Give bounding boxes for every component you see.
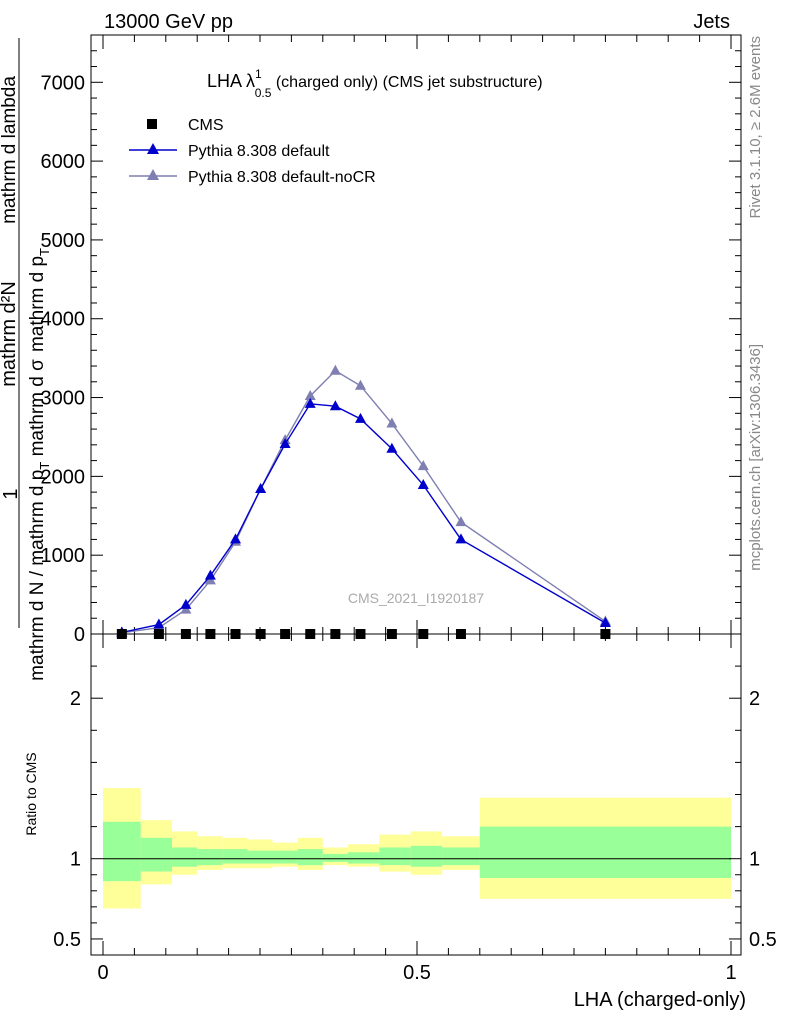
x-ticks: 0 0.5 1 bbox=[97, 35, 737, 984]
ratio-band-inner bbox=[442, 847, 480, 866]
data-point bbox=[417, 479, 429, 490]
ylabel-num3: mathrm d lambda bbox=[0, 76, 20, 224]
ylabel-den1: mathrm d N / mathrm d p bbox=[27, 470, 48, 681]
y-tick-label: 0 bbox=[74, 624, 85, 646]
data-point bbox=[329, 400, 341, 411]
ratio-band-inner bbox=[222, 849, 248, 864]
rivet-label: Rivet 3.1.10, ≥ 2.6M events bbox=[747, 36, 764, 219]
data-point bbox=[455, 533, 467, 544]
data-point bbox=[204, 569, 216, 580]
data-point bbox=[304, 397, 316, 408]
header-right: Jets bbox=[693, 11, 730, 33]
legend-marker-cms bbox=[147, 119, 157, 129]
series-line bbox=[121, 369, 606, 634]
data-point bbox=[304, 389, 316, 400]
ratio-y-tick-label: 1 bbox=[70, 849, 81, 871]
ylabel-den1-sub: T bbox=[37, 462, 52, 470]
main-y-ticks: 0 1000 2000 3000 4000 5000 6000 7000 bbox=[41, 50, 741, 646]
y-tick-label: 4000 bbox=[41, 309, 86, 331]
ylabel-left: 1 bbox=[0, 488, 22, 499]
ratio-y-tick-label: 0.5 bbox=[53, 929, 81, 951]
y-tick-label: 7000 bbox=[41, 72, 86, 94]
data-point bbox=[255, 482, 267, 493]
ylabel-numerator-c: mathrm d pT bbox=[27, 248, 52, 352]
title-sup: 1 bbox=[255, 67, 262, 81]
title-rest: (charged only) (CMS jet substructure) bbox=[271, 74, 542, 91]
mcplots-label: mcplots.cern.ch [arXiv:1306.3436] bbox=[747, 344, 764, 571]
ratio-band-inner bbox=[272, 850, 298, 864]
x-tick-label: 0 bbox=[97, 962, 108, 984]
data-point bbox=[599, 616, 611, 627]
y-tick-label: 5000 bbox=[41, 230, 86, 252]
legend-marker-nocr bbox=[147, 169, 159, 180]
ylabel-denominator: mathrm d N / mathrm d pT mathrm d σ bbox=[27, 359, 52, 681]
series-line bbox=[121, 403, 606, 634]
ylabel-numerator-b: mathrm d lambda bbox=[0, 76, 20, 224]
ratio-band-inner bbox=[479, 826, 731, 878]
plot-title: LHA λ1 0.5 (charged only) (CMS jet substr… bbox=[207, 67, 543, 100]
y-tick-label: 2000 bbox=[41, 466, 86, 488]
legend: CMS Pythia 8.308 default Pythia 8.308 de… bbox=[129, 117, 376, 186]
data-point bbox=[153, 618, 165, 629]
ratio-y-label: Ratio to CMS bbox=[23, 752, 39, 835]
ratio-plot: 0.5 0.5 1 1 2 2 bbox=[53, 633, 777, 956]
data-point bbox=[279, 438, 291, 449]
ratio-y-tick-label-right: 0.5 bbox=[749, 929, 777, 951]
ratio-y-tick-label-right: 1 bbox=[749, 849, 760, 871]
ratio-band-inner bbox=[347, 852, 380, 864]
data-point bbox=[386, 417, 398, 428]
legend-label-default: Pythia 8.308 default bbox=[188, 143, 330, 160]
ratio-band-inner bbox=[322, 853, 348, 862]
ylabel-numerator: mathrm d²N bbox=[0, 281, 20, 387]
x-tick-label: 0.5 bbox=[403, 962, 431, 984]
y-tick-label: 1000 bbox=[41, 545, 86, 567]
ratio-y-ticks: 0.5 0.5 1 1 2 2 bbox=[53, 665, 777, 951]
series-1 bbox=[116, 397, 611, 637]
ylabel-num1: mathrm d²N bbox=[0, 281, 20, 387]
watermark: CMS_2021_I1920187 bbox=[348, 590, 484, 606]
ratio-band-inner bbox=[103, 821, 141, 882]
legend-label-cms: CMS bbox=[188, 117, 224, 134]
x-tick-label: 1 bbox=[725, 962, 736, 984]
data-point bbox=[455, 516, 467, 527]
y-tick-label: 3000 bbox=[41, 388, 86, 410]
data-point bbox=[329, 364, 341, 375]
ratio-band-inner bbox=[172, 847, 198, 867]
data-point bbox=[386, 442, 398, 453]
ylabel-num2: mathrm d p bbox=[27, 256, 48, 352]
ylabel-num2-sub: T bbox=[37, 248, 52, 256]
ratio-band-inner bbox=[297, 849, 323, 866]
legend-label-nocr: Pythia 8.308 default-noCR bbox=[188, 169, 376, 186]
data-point bbox=[354, 412, 366, 423]
data-point bbox=[417, 460, 429, 471]
x-axis-label: LHA (charged-only) bbox=[574, 989, 746, 1011]
data-point bbox=[354, 379, 366, 390]
y-tick-label: 6000 bbox=[41, 151, 86, 173]
data-point bbox=[230, 533, 242, 544]
y-axis-label: 1 mathrm d²N mathrm d lambda mathrm d pT… bbox=[0, 38, 52, 681]
legend-marker-default bbox=[147, 143, 159, 154]
ratio-band-inner bbox=[379, 847, 411, 866]
ratio-band-inner bbox=[410, 845, 443, 867]
data-point bbox=[180, 598, 192, 609]
title-sub: 0.5 bbox=[255, 86, 272, 100]
ratio-band-inner bbox=[197, 849, 223, 866]
ratio-band-inner bbox=[140, 837, 173, 872]
title-main: LHA λ bbox=[207, 71, 255, 91]
ratio-y-tick-label: 2 bbox=[70, 688, 81, 710]
ylabel-den2: mathrm d σ bbox=[27, 359, 48, 462]
ratio-y-tick-label-right: 2 bbox=[749, 688, 760, 710]
header-left: 13000 GeV pp bbox=[104, 11, 233, 33]
ratio-frame bbox=[90, 633, 742, 956]
ratio-band-inner bbox=[247, 850, 273, 864]
